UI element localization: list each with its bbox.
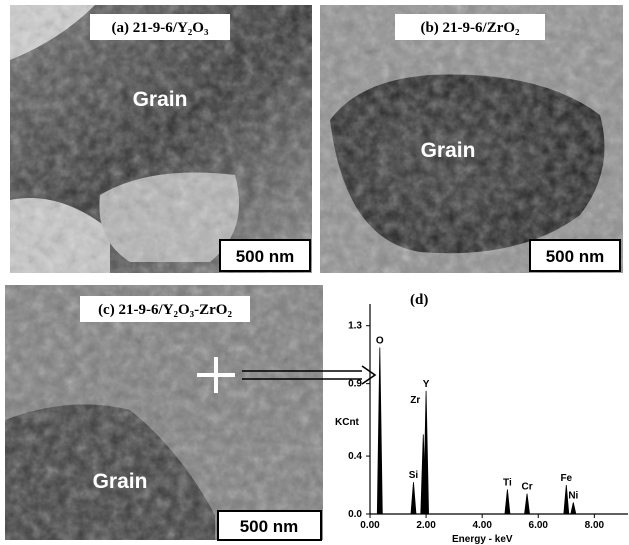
spectrum-chart: (d) KCnt Energy - keV 0.0 0.4 0.9 1.3 0.00 2.…	[335, 292, 628, 545]
scale-bar: 500 nm	[236, 247, 295, 266]
peak-label: Cr	[521, 482, 532, 493]
texture	[5, 285, 323, 540]
peak	[411, 482, 416, 514]
peak	[571, 502, 576, 514]
y-tick-label: 0.0	[348, 509, 362, 520]
peak-label: Ni	[568, 490, 578, 501]
panel-b: (b) 21-9-6/ZrO₂ Grain 500 nm	[320, 5, 623, 273]
peak-label: O	[376, 335, 384, 346]
annotation: Grain	[93, 470, 148, 493]
peak-label: Zr	[410, 395, 420, 406]
y-axis-label: KCnt	[335, 417, 360, 428]
peak-label: Ti	[503, 477, 512, 488]
peak	[377, 347, 382, 514]
peak	[505, 489, 510, 514]
panel-label: (d)	[410, 292, 428, 308]
peak-label: Fe	[560, 473, 572, 484]
peak-label: Si	[409, 470, 419, 481]
panel-c: (c) 21-9-6/Y₂O₃-ZrO₂ Grain 500 nm	[5, 285, 323, 540]
caption: (a) 21-9-6/Y₂O₃	[112, 20, 209, 36]
y-tick-label: 0.9	[348, 379, 362, 390]
caption: (c) 21-9-6/Y₂O₃-ZrO₂	[98, 302, 232, 318]
y-tick-label: 0.4	[348, 451, 362, 462]
caption: (b) 21-9-6/ZrO₂	[420, 20, 520, 36]
x-tick-label: 2.00	[416, 520, 436, 531]
y-tick-label: 1.3	[348, 321, 362, 332]
arrow-head	[362, 366, 375, 384]
texture	[10, 5, 312, 273]
x-tick-label: 6.00	[529, 520, 549, 531]
peak	[525, 494, 530, 514]
annotation: Grain	[133, 88, 188, 111]
x-tick-label: 4.00	[472, 520, 492, 531]
x-axis-label: Energy - keV	[452, 534, 513, 545]
scale-bar: 500 nm	[240, 517, 299, 536]
x-tick-label: 0.00	[360, 520, 380, 531]
annotation: Grain	[421, 139, 476, 162]
panel-a: (a) 21-9-6/Y₂O₃ Grain 500 nm	[10, 5, 312, 273]
x-tick-label: 8.00	[585, 520, 605, 531]
scale-bar: 500 nm	[546, 247, 605, 266]
peak-label: Y	[423, 379, 430, 390]
figure: (a) 21-9-6/Y₂O₃ Grain 500 nm (b) 21-9-6/…	[0, 0, 629, 545]
peak	[424, 391, 429, 514]
